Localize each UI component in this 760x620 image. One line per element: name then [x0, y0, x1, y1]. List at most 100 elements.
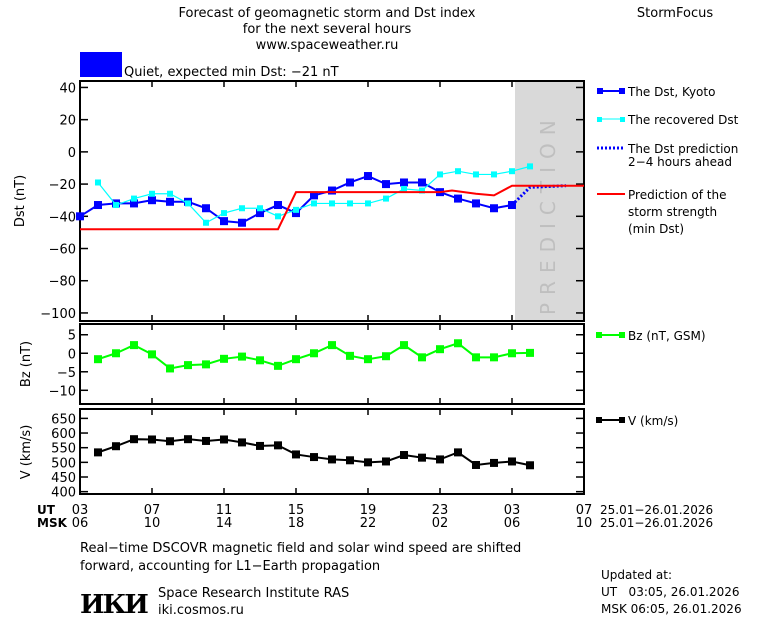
data-point	[274, 201, 282, 210]
legend-recovered-marker	[597, 117, 602, 122]
legend-bz-marker	[619, 332, 625, 338]
ut-tick-label: 03	[504, 503, 521, 518]
data-point	[364, 172, 372, 181]
legend-v: V (km/s)	[628, 414, 678, 428]
institute-name: Space Research Institute RAS	[158, 586, 349, 601]
msk-date-range: 25.01−26.01.2026	[600, 516, 713, 530]
data-point	[220, 435, 228, 444]
y-tick-label: 0	[68, 146, 76, 161]
data-point	[202, 360, 210, 369]
data-point	[220, 217, 228, 226]
updated-msk: MSK 06:05, 26.01.2026	[601, 602, 742, 616]
brand-name: StormFocus	[637, 6, 713, 21]
data-point	[76, 212, 84, 221]
y-tick-label: −5	[57, 366, 76, 381]
data-point	[221, 210, 227, 217]
panel-frame	[79, 408, 585, 495]
y-tick-label: 400	[51, 486, 76, 501]
series-line	[97, 438, 531, 467]
y-tick-label: 500	[51, 456, 76, 471]
legend-recovered-marker	[620, 117, 625, 122]
msk-tick-label: 22	[360, 516, 377, 531]
data-point	[95, 179, 101, 186]
ut-tick-label: 07	[576, 503, 593, 518]
data-point	[436, 345, 444, 354]
data-point	[436, 455, 444, 464]
data-point	[148, 435, 156, 444]
prediction-band-label: PREDICTION	[536, 112, 560, 315]
series-line	[80, 184, 584, 231]
data-point	[329, 200, 335, 207]
data-point	[490, 204, 498, 213]
data-point	[166, 197, 174, 206]
iki-logo: ИКИ	[80, 590, 148, 620]
data-point	[472, 460, 480, 469]
msk-tick-label: 10	[576, 516, 593, 531]
data-point	[346, 178, 354, 187]
data-point	[509, 168, 515, 175]
updated-ut: UT 03:05, 26.01.2026	[601, 585, 739, 599]
legend-prediction-1: The Dst prediction	[627, 142, 738, 156]
data-point	[292, 355, 300, 364]
legend-bz-marker	[596, 332, 602, 338]
data-point	[437, 171, 443, 178]
legend-v-marker	[596, 417, 602, 423]
data-point	[257, 205, 263, 212]
data-point	[184, 361, 192, 370]
data-point	[328, 186, 336, 195]
data-point	[418, 453, 426, 462]
panel-frame	[79, 323, 585, 405]
data-point	[149, 190, 155, 197]
data-point	[311, 200, 317, 207]
panel-frame	[79, 80, 585, 322]
data-point	[256, 441, 264, 450]
data-point	[472, 353, 480, 362]
ut-tick-label: 03	[72, 503, 89, 518]
legend-storm-1: Prediction of the	[628, 188, 727, 202]
data-point	[401, 185, 407, 192]
bz-axis-label: Bz (nT)	[19, 341, 34, 387]
legend: The Dst, Kyoto The recovered Dst The Dst…	[596, 85, 739, 428]
y-tick-label: 0	[68, 347, 76, 362]
legend-dst-kyoto-marker	[619, 88, 625, 94]
data-point	[364, 458, 372, 467]
legend-bz: Bz (nT, GSM)	[628, 329, 706, 343]
data-point	[148, 350, 156, 359]
y-tick-label: 5	[68, 329, 76, 344]
data-point	[148, 196, 156, 205]
legend-storm-3: (min Dst)	[628, 222, 684, 236]
data-point	[328, 341, 336, 350]
data-point	[419, 187, 425, 194]
data-point	[130, 341, 138, 350]
data-point	[400, 451, 408, 460]
y-tick-label: 550	[51, 442, 76, 457]
y-tick-label: 20	[59, 114, 76, 129]
data-point	[454, 339, 462, 348]
ut-tick-label: 23	[432, 503, 449, 518]
title-line-3: www.spaceweather.ru	[256, 38, 399, 53]
data-point	[274, 441, 282, 450]
data-point	[238, 352, 246, 361]
data-point	[239, 205, 245, 212]
data-point	[112, 442, 120, 451]
data-point	[293, 206, 299, 213]
institute-website[interactable]: iki.cosmos.ru	[158, 603, 244, 618]
data-point	[527, 163, 533, 170]
data-point	[202, 204, 210, 213]
data-point	[220, 354, 228, 363]
data-point	[455, 168, 461, 175]
ut-tick-label: 15	[288, 503, 305, 518]
legend-v-marker	[619, 417, 625, 423]
data-point	[328, 455, 336, 464]
v-axis-label: V (km/s)	[19, 425, 34, 480]
title-line-1: Forecast of geomagnetic storm and Dst in…	[178, 6, 475, 21]
y-tick-label: 40	[59, 81, 76, 96]
ut-tick-label: 11	[216, 503, 233, 518]
data-point	[472, 199, 480, 208]
msk-label: MSK	[37, 516, 68, 530]
data-point	[131, 195, 137, 202]
legend-recovered: The recovered Dst	[627, 113, 739, 127]
data-point	[292, 450, 300, 459]
data-point	[275, 213, 281, 220]
msk-tick-label: 02	[432, 516, 449, 531]
